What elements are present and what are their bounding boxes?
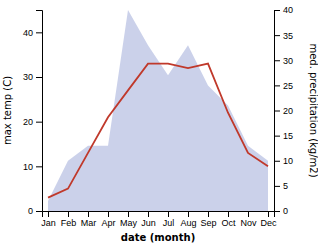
tick: Jan bbox=[41, 211, 56, 228]
plot: Jan Feb Mar Apr MayJun Jul Aug Sep Oct NovDec 0 10 2… bbox=[23, 5, 293, 228]
tick-label: Feb bbox=[61, 218, 77, 228]
tick: 35 bbox=[274, 31, 293, 41]
tick: 10 bbox=[23, 162, 42, 172]
tick-mark bbox=[274, 161, 280, 162]
tick-label: 30 bbox=[23, 72, 33, 82]
tick-label: 35 bbox=[283, 31, 293, 41]
axis-line bbox=[275, 11, 281, 212]
tick: 40 bbox=[274, 5, 293, 15]
tick: 25 bbox=[274, 81, 293, 91]
tick-mark bbox=[88, 211, 89, 217]
tick-mark bbox=[48, 211, 49, 217]
tick-mark bbox=[274, 186, 280, 187]
tick: Oct bbox=[221, 211, 236, 228]
tick-mark bbox=[68, 211, 69, 217]
tick-mark bbox=[36, 211, 42, 212]
tick-label: Jan bbox=[41, 218, 56, 228]
tick-label: 15 bbox=[283, 131, 293, 141]
tick-mark bbox=[168, 211, 169, 217]
tick-label: 40 bbox=[283, 5, 293, 15]
marks bbox=[48, 10, 268, 211]
tick-label: 30 bbox=[283, 56, 293, 66]
tick-label: Aug bbox=[180, 218, 196, 228]
tick: 0 bbox=[274, 206, 288, 216]
y-axis: 0 10 20 30 40 bbox=[23, 11, 43, 217]
tick: 15 bbox=[274, 131, 293, 141]
tick: 10 bbox=[274, 156, 293, 166]
tick: Apr bbox=[101, 211, 115, 228]
tick: 20 bbox=[274, 106, 293, 116]
tick-label: 0 bbox=[283, 206, 288, 216]
tick-label: 10 bbox=[283, 156, 293, 166]
tick: Dec bbox=[260, 211, 277, 228]
tick: Sep bbox=[200, 211, 216, 228]
tick-mark bbox=[128, 211, 129, 217]
tick-mark bbox=[36, 77, 42, 78]
tick-label: Mar bbox=[81, 218, 97, 228]
tick-label: Nov bbox=[240, 218, 257, 228]
tick-label: Jun bbox=[141, 218, 156, 228]
axis-line bbox=[36, 11, 43, 212]
tick: 0 bbox=[28, 206, 42, 216]
tick-label: Apr bbox=[101, 218, 115, 228]
tick-label: 10 bbox=[23, 162, 33, 172]
tick-label: 20 bbox=[23, 117, 33, 127]
tick: May bbox=[120, 211, 138, 228]
tick-mark bbox=[274, 211, 280, 212]
tick-mark bbox=[248, 211, 249, 217]
tick: Jul bbox=[163, 211, 175, 228]
tick: 5 bbox=[274, 181, 288, 191]
tick-label: 25 bbox=[283, 81, 293, 91]
x-axis-title: date (month) bbox=[121, 232, 195, 243]
tick-label: 0 bbox=[28, 206, 33, 216]
tick-label: 5 bbox=[283, 181, 288, 191]
y2-axis: 0 5 10 15 20 25 30 35 40 bbox=[274, 5, 293, 216]
tick-label: Dec bbox=[260, 218, 277, 228]
tick-mark bbox=[274, 60, 280, 61]
tick-label: Oct bbox=[221, 218, 236, 228]
tick-mark bbox=[208, 211, 209, 217]
tick: 40 bbox=[23, 28, 42, 38]
tick: Mar bbox=[81, 211, 97, 228]
tick-label: Sep bbox=[200, 218, 216, 228]
y-axis-title: max temp (C) bbox=[2, 76, 13, 145]
tick-mark bbox=[274, 136, 280, 137]
area bbox=[48, 10, 268, 211]
tick-mark bbox=[274, 10, 280, 11]
tick: Jun bbox=[141, 211, 156, 228]
tick-mark bbox=[274, 85, 280, 86]
chart: Jan Feb Mar Apr MayJun Jul Aug Sep Oct NovDec 0 10 2… bbox=[0, 0, 318, 247]
tick-mark bbox=[36, 166, 42, 167]
axis-line bbox=[43, 212, 275, 218]
tick-mark bbox=[274, 111, 280, 112]
tick-mark bbox=[268, 211, 269, 217]
tick: Feb bbox=[61, 211, 77, 228]
tick: 20 bbox=[23, 117, 42, 127]
tick-mark bbox=[228, 211, 229, 217]
tick-mark bbox=[36, 32, 42, 33]
tick-label: 20 bbox=[283, 106, 293, 116]
tick-mark bbox=[188, 211, 189, 217]
tick: 30 bbox=[23, 72, 42, 82]
tick: Aug bbox=[180, 211, 196, 228]
tick-label: 40 bbox=[23, 28, 33, 38]
x-axis: Jan Feb Mar Apr MayJun Jul Aug Sep Oct NovDec bbox=[41, 211, 277, 228]
tick: 30 bbox=[274, 56, 293, 66]
tick-mark bbox=[274, 35, 280, 36]
y2-axis-title: med. precipitation (kg/m2) bbox=[308, 43, 318, 177]
tick-mark bbox=[108, 211, 109, 217]
tick-mark bbox=[36, 122, 42, 123]
tick: Nov bbox=[240, 211, 257, 228]
tick-label: Jul bbox=[163, 218, 175, 228]
tick-mark bbox=[148, 211, 149, 217]
tick-label: May bbox=[120, 218, 138, 228]
line bbox=[48, 64, 268, 198]
